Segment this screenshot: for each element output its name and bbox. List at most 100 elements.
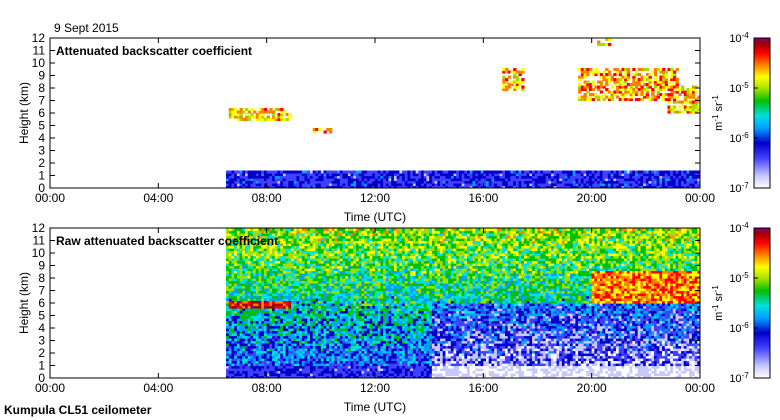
heatmap-cell bbox=[296, 363, 300, 367]
heatmap-cell bbox=[247, 328, 252, 332]
heatmap-cell bbox=[258, 375, 262, 378]
heatmap-cell bbox=[361, 260, 365, 264]
heatmap-cell bbox=[361, 318, 365, 322]
heatmap-cell bbox=[640, 85, 644, 89]
heatmap-cell bbox=[683, 180, 688, 184]
heatmap-cell bbox=[312, 250, 317, 254]
heatmap-cell bbox=[637, 83, 642, 87]
heatmap-cell bbox=[228, 370, 233, 374]
heatmap-cell bbox=[272, 300, 276, 304]
heatmap-cell bbox=[263, 250, 268, 254]
heatmap-cell bbox=[255, 375, 260, 378]
heatmap-cell bbox=[605, 68, 609, 72]
heatmap-cell bbox=[245, 245, 249, 249]
heatmap-cell bbox=[310, 258, 314, 262]
heatmap-cell bbox=[402, 180, 406, 184]
heatmap-cell bbox=[326, 233, 330, 237]
heatmap-cell bbox=[255, 368, 260, 372]
heatmap-cell bbox=[310, 355, 314, 359]
heatmap-cell bbox=[228, 348, 233, 352]
heatmap-cell bbox=[675, 185, 679, 188]
heatmap-cell bbox=[261, 185, 265, 188]
heatmap-cell bbox=[334, 355, 338, 359]
heatmap-cell bbox=[467, 178, 471, 182]
heatmap-cell bbox=[226, 258, 230, 262]
heatmap-cell bbox=[304, 373, 308, 377]
heatmap-cell bbox=[315, 328, 319, 332]
heatmap-cell bbox=[274, 278, 279, 282]
heatmap-cell bbox=[288, 328, 292, 332]
heatmap-cell bbox=[234, 363, 238, 367]
heatmap-cell bbox=[670, 105, 674, 109]
heatmap-cell bbox=[263, 320, 268, 324]
heatmap-cell bbox=[567, 173, 571, 177]
heatmap-cell bbox=[269, 270, 273, 274]
heatmap-cell bbox=[310, 315, 314, 319]
heatmap-cell bbox=[383, 185, 387, 188]
heatmap-cell bbox=[312, 323, 317, 327]
heatmap-cell bbox=[239, 323, 243, 327]
heatmap-cell bbox=[366, 170, 371, 174]
heatmap-cell bbox=[356, 325, 360, 329]
heatmap-cell bbox=[347, 363, 352, 367]
heatmap-cell bbox=[399, 170, 403, 174]
heatmap-cell bbox=[301, 360, 306, 364]
heatmap-cell bbox=[337, 170, 341, 174]
heatmap-cell bbox=[304, 355, 308, 359]
heatmap-cell bbox=[629, 183, 633, 187]
heatmap-cell bbox=[258, 273, 262, 277]
heatmap-cell bbox=[301, 288, 306, 292]
heatmap-cell bbox=[263, 255, 268, 259]
heatmap-cell bbox=[320, 253, 325, 257]
heatmap-cell bbox=[236, 338, 241, 342]
heatmap-cell bbox=[236, 270, 241, 274]
heatmap-cell bbox=[653, 70, 658, 74]
heatmap-cell bbox=[594, 173, 598, 177]
heatmap-cell bbox=[521, 68, 525, 72]
heatmap-cell bbox=[266, 170, 270, 174]
heatmap-cell bbox=[277, 185, 281, 188]
heatmap-cell bbox=[491, 180, 495, 184]
heatmap-cell bbox=[266, 255, 270, 259]
heatmap-cell bbox=[299, 240, 303, 244]
heatmap-cell bbox=[245, 323, 249, 327]
heatmap-cell bbox=[299, 228, 303, 232]
heatmap-cell bbox=[678, 105, 682, 109]
heatmap-cell bbox=[345, 375, 349, 378]
heatmap-cell bbox=[664, 178, 669, 182]
heatmap-cell bbox=[334, 255, 338, 259]
heatmap-cell bbox=[342, 178, 346, 182]
heatmap-cell bbox=[334, 345, 338, 349]
heatmap-cell bbox=[301, 255, 306, 259]
heatmap-cell bbox=[328, 373, 333, 377]
heatmap-cell bbox=[334, 285, 338, 289]
heatmap-cell bbox=[472, 183, 476, 187]
heatmap-cell bbox=[326, 238, 330, 242]
heatmap-cell bbox=[247, 360, 252, 364]
heatmap-cell bbox=[296, 293, 300, 297]
heatmap-cell bbox=[320, 363, 325, 367]
heatmap-cell bbox=[356, 320, 360, 324]
heatmap-cell bbox=[689, 183, 693, 187]
heatmap-cell bbox=[494, 185, 498, 188]
heatmap-cell bbox=[318, 235, 322, 239]
heatmap-cell bbox=[242, 375, 246, 378]
heatmap-cell bbox=[269, 375, 273, 378]
heatmap-cell bbox=[624, 98, 628, 102]
heatmap-cell bbox=[356, 350, 360, 354]
heatmap-cell bbox=[326, 170, 330, 174]
heatmap-cell bbox=[310, 308, 314, 312]
heatmap-cell bbox=[345, 260, 349, 264]
heatmap-cell bbox=[678, 170, 682, 174]
heatmap-cell bbox=[356, 295, 360, 299]
heatmap-cell bbox=[272, 343, 276, 347]
heatmap-cell bbox=[299, 260, 303, 264]
heatmap-cell bbox=[637, 185, 642, 188]
heatmap-cell bbox=[347, 320, 352, 324]
heatmap-cell bbox=[320, 243, 325, 247]
heatmap-cell bbox=[301, 173, 306, 177]
heatmap-cell bbox=[318, 243, 322, 247]
heatmap-cell bbox=[231, 250, 235, 254]
heatmap-cell bbox=[296, 355, 300, 359]
footer-label: Kumpula CL51 ceilometer bbox=[4, 403, 152, 417]
